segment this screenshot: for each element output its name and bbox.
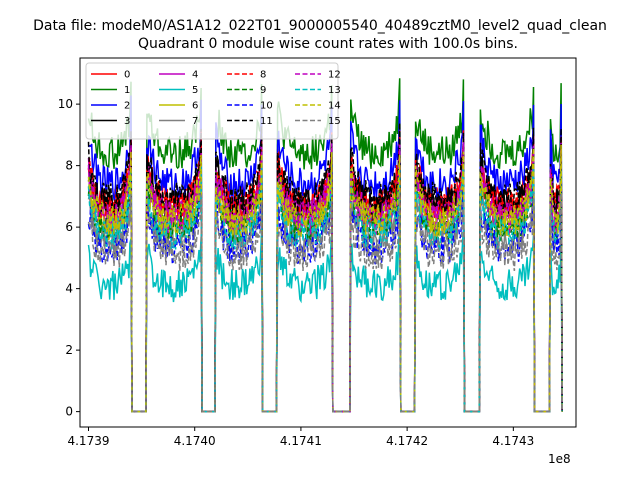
y-tick-label: 4 xyxy=(65,282,73,296)
x-axis-offset-label: 1e8 xyxy=(548,452,571,466)
x-tick-label: 4.1742 xyxy=(386,434,428,448)
series-line-15 xyxy=(87,192,563,413)
series-line-10 xyxy=(87,178,563,413)
y-tick-label: 6 xyxy=(65,220,73,234)
y-tick-label: 10 xyxy=(58,97,73,111)
axes-frame xyxy=(79,57,577,428)
legend-label: 4 xyxy=(192,70,198,81)
series-line-2 xyxy=(87,95,563,413)
legend-label: 0 xyxy=(124,70,130,81)
legend-label: 8 xyxy=(260,70,266,81)
y-tick-label: 8 xyxy=(65,159,73,173)
y-tick-label: 2 xyxy=(65,343,73,357)
legend-label: 9 xyxy=(260,85,266,96)
legend-label: 1 xyxy=(124,85,130,96)
plot-lines xyxy=(87,78,563,413)
legend-box xyxy=(85,62,339,140)
x-tick-label: 4.1739 xyxy=(67,434,109,448)
legend-label: 5 xyxy=(192,85,198,96)
series-line-11 xyxy=(87,122,563,413)
legend-label: 2 xyxy=(124,101,130,112)
legend-label: 13 xyxy=(328,85,341,96)
chart-title: Quadrant 0 module wise count rates with … xyxy=(138,36,518,52)
legend-label: 10 xyxy=(260,101,273,112)
legend-label: 7 xyxy=(192,116,198,127)
y-tick-label: 0 xyxy=(65,405,73,419)
legend-label: 14 xyxy=(328,101,341,112)
x-tick-label: 4.1740 xyxy=(174,434,216,448)
legend-label: 6 xyxy=(192,101,198,112)
x-axis: 4.1739 4.1740 4.1741 4.1742 4.1743 xyxy=(67,427,534,448)
legend-label: 12 xyxy=(328,70,341,81)
legend-label: 11 xyxy=(260,116,273,127)
y-axis: 0 2 4 6 8 10 xyxy=(58,97,80,419)
legend-label: 15 xyxy=(328,116,341,127)
x-tick-label: 4.1741 xyxy=(280,434,322,448)
figure-suptitle: Data file: modeM0/AS1A12_022T01_90000055… xyxy=(33,18,607,34)
series-line-14 xyxy=(87,144,563,413)
x-tick-label: 4.1743 xyxy=(492,434,534,448)
legend-label: 3 xyxy=(124,116,130,127)
series-line-5 xyxy=(87,230,563,413)
